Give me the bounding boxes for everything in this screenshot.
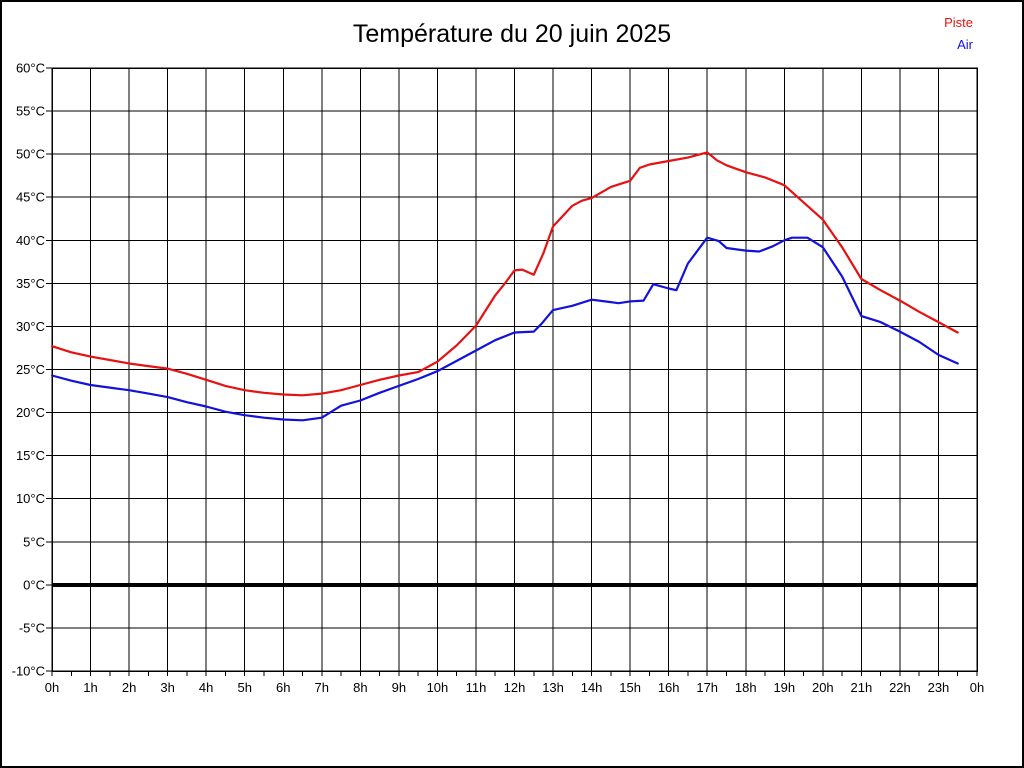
- x-tick-label: 14h: [581, 680, 603, 695]
- grid: [46, 67, 978, 676]
- y-tick-label: 0°C: [23, 577, 45, 592]
- y-tick-label: 5°C: [23, 534, 45, 549]
- x-tick-label: 13h: [542, 680, 564, 695]
- plot-border: [51, 67, 978, 672]
- x-tick-label: 3h: [160, 680, 174, 695]
- series-piste-line: [50, 151, 959, 397]
- y-tick-label: 40°C: [16, 233, 45, 248]
- legend: Piste Air: [944, 12, 973, 56]
- legend-label-air: Air: [957, 37, 973, 52]
- x-tick-label: 2h: [122, 680, 136, 695]
- y-tick-label: 60°C: [16, 61, 45, 76]
- axis-labels: 0h 1h 2h 3h 4h 5h 6h 7h 8h 9h 10h 11h 12h 13h 14h 15h 16…: [12, 61, 985, 696]
- x-tick-label: 20h: [812, 680, 834, 695]
- x-tick-label: 9h: [392, 680, 406, 695]
- x-tick-label: 16h: [658, 680, 680, 695]
- y-tick-label: 35°C: [16, 276, 45, 291]
- y-tick-label: 25°C: [16, 362, 45, 377]
- x-tick-label: 5h: [237, 680, 251, 695]
- x-tick-label: 23h: [928, 680, 950, 695]
- x-tick-label: 18h: [735, 680, 757, 695]
- x-tick-label: 8h: [353, 680, 367, 695]
- x-tick-label: 10h: [427, 680, 449, 695]
- series-air-line: [50, 236, 959, 422]
- y-tick-label: 20°C: [16, 405, 45, 420]
- y-tick-label: 50°C: [16, 147, 45, 162]
- y-tick-label: -10°C: [12, 664, 45, 679]
- chart-title: Température du 20 juin 2025: [352, 20, 672, 48]
- y-tick-label: 10°C: [16, 491, 45, 506]
- y-tick-label: 30°C: [16, 319, 45, 334]
- y-tick-label: 15°C: [16, 448, 45, 463]
- y-tick-label: 45°C: [16, 190, 45, 205]
- x-tick-label: 15h: [619, 680, 641, 695]
- legend-label-piste: Piste: [944, 15, 973, 30]
- x-tick-label: 1h: [83, 680, 97, 695]
- x-tick-label: 6h: [276, 680, 290, 695]
- x-tick-label: 4h: [199, 680, 213, 695]
- x-tick-label: 17h: [696, 680, 718, 695]
- x-tick-label: 19h: [773, 680, 795, 695]
- x-tick-label: 12h: [504, 680, 526, 695]
- x-tick-label: 0h: [970, 680, 984, 695]
- x-tick-label: 22h: [889, 680, 911, 695]
- y-tick-label: 55°C: [16, 104, 45, 119]
- x-tick-label: 7h: [315, 680, 329, 695]
- x-tick-label: 11h: [466, 680, 487, 695]
- x-tick-label: 0h: [45, 680, 59, 695]
- x-tick-label: 21h: [851, 680, 873, 695]
- y-tick-label: -5°C: [19, 620, 45, 635]
